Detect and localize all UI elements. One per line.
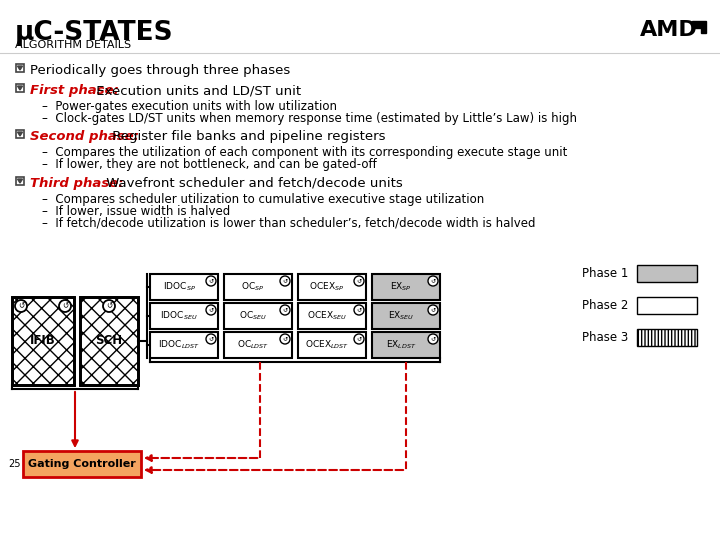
Text: –  Power-gates execution units with low utilization: – Power-gates execution units with low u… <box>42 100 337 113</box>
Text: OC$_{LDST}$: OC$_{LDST}$ <box>237 339 269 351</box>
Bar <box>150 303 218 329</box>
Text: Execution units and LD/ST unit: Execution units and LD/ST unit <box>92 84 301 97</box>
Bar <box>16 130 24 138</box>
Text: OCEX$_{SP}$: OCEX$_{SP}$ <box>310 281 345 293</box>
Bar <box>298 274 366 300</box>
Polygon shape <box>17 86 22 90</box>
Text: –  Compares scheduler utilization to cumulative executive stage utilization: – Compares scheduler utilization to cumu… <box>42 193 485 206</box>
Text: –  If lower, they are not bottleneck, and can be gated-off: – If lower, they are not bottleneck, and… <box>42 158 377 171</box>
Text: EX$_{SEU}$: EX$_{SEU}$ <box>388 310 414 322</box>
Text: EX$_{SP}$: EX$_{SP}$ <box>390 281 412 293</box>
Circle shape <box>206 334 216 344</box>
Text: OC$_{SEU}$: OC$_{SEU}$ <box>239 310 267 322</box>
Circle shape <box>206 276 216 286</box>
Text: Phase 2: Phase 2 <box>582 299 629 312</box>
Text: ↺: ↺ <box>431 278 436 283</box>
Circle shape <box>354 305 364 315</box>
Text: ↺: ↺ <box>208 336 214 341</box>
Bar <box>224 274 292 300</box>
Bar <box>12 297 74 385</box>
Text: ↺: ↺ <box>356 336 361 341</box>
Text: ↺: ↺ <box>62 301 68 310</box>
Circle shape <box>280 305 290 315</box>
Text: IDOC$_{LDST}$: IDOC$_{LDST}$ <box>158 339 200 351</box>
Text: ↺: ↺ <box>18 301 24 310</box>
Text: ↺: ↺ <box>282 307 287 312</box>
Bar <box>224 303 292 329</box>
Bar <box>372 332 440 358</box>
Text: ↺: ↺ <box>356 278 361 283</box>
Circle shape <box>59 300 71 312</box>
Circle shape <box>428 276 438 286</box>
Text: Phase 3: Phase 3 <box>582 331 629 344</box>
Text: –  If fetch/decode utilization is lower than scheduler’s, fetch/decode width is : – If fetch/decode utilization is lower t… <box>42 217 536 230</box>
Bar <box>637 329 697 346</box>
Circle shape <box>428 334 438 344</box>
Polygon shape <box>692 21 706 33</box>
Text: –  Compares the utilization of each component with its corresponding execute sta: – Compares the utilization of each compo… <box>42 146 567 159</box>
Text: ↺: ↺ <box>431 336 436 341</box>
Text: –  Clock-gates LD/ST units when memory response time (estimated by Little’s Law): – Clock-gates LD/ST units when memory re… <box>42 112 577 125</box>
Bar <box>150 274 218 300</box>
Text: μC-STATES: μC-STATES <box>15 20 174 46</box>
Text: OCEX$_{SEU}$: OCEX$_{SEU}$ <box>307 310 347 322</box>
Polygon shape <box>17 132 22 136</box>
Bar <box>16 177 24 185</box>
Text: Periodically goes through three phases: Periodically goes through three phases <box>30 64 290 77</box>
Circle shape <box>206 305 216 315</box>
Text: ↺: ↺ <box>356 307 361 312</box>
Text: ↺: ↺ <box>208 307 214 312</box>
Text: ↺: ↺ <box>208 278 214 283</box>
Bar <box>12 297 74 385</box>
Text: ↺: ↺ <box>282 336 287 341</box>
Text: First phase:: First phase: <box>30 84 119 97</box>
Text: IFIB: IFIB <box>30 334 56 348</box>
Text: Wavefront scheduler and fetch/decode units: Wavefront scheduler and fetch/decode uni… <box>102 177 402 190</box>
Text: ↺: ↺ <box>431 307 436 312</box>
Text: Register file banks and pipeline registers: Register file banks and pipeline registe… <box>108 130 385 143</box>
Text: Gating Controller: Gating Controller <box>28 459 136 469</box>
Text: SCH: SCH <box>96 334 122 348</box>
Text: ALGORITHM DETAILS: ALGORITHM DETAILS <box>15 40 131 50</box>
Bar <box>80 297 138 385</box>
Bar <box>637 297 697 314</box>
Text: Third phase:: Third phase: <box>30 177 124 190</box>
Bar <box>372 303 440 329</box>
Polygon shape <box>17 66 22 70</box>
Text: OCEX$_{LDST}$: OCEX$_{LDST}$ <box>305 339 349 351</box>
Bar <box>224 332 292 358</box>
Circle shape <box>354 334 364 344</box>
Circle shape <box>354 276 364 286</box>
Polygon shape <box>17 179 22 183</box>
Bar <box>372 274 440 300</box>
Circle shape <box>280 334 290 344</box>
Bar <box>298 303 366 329</box>
Text: EX$_{LDST}$: EX$_{LDST}$ <box>386 339 416 351</box>
Bar <box>23 451 141 477</box>
Text: Second phase:: Second phase: <box>30 130 139 143</box>
Circle shape <box>103 300 115 312</box>
Bar <box>16 84 24 92</box>
Text: ↺: ↺ <box>106 301 112 310</box>
Circle shape <box>280 276 290 286</box>
Bar <box>16 64 24 72</box>
Circle shape <box>428 305 438 315</box>
Text: IDOC$_{SP}$: IDOC$_{SP}$ <box>163 281 195 293</box>
Bar <box>637 265 697 282</box>
Bar <box>150 332 218 358</box>
Text: –  If lower, issue width is halved: – If lower, issue width is halved <box>42 205 230 218</box>
Text: Phase 1: Phase 1 <box>582 267 629 280</box>
Text: OC$_{SP}$: OC$_{SP}$ <box>241 281 265 293</box>
Text: 25: 25 <box>8 459 20 469</box>
Text: ↺: ↺ <box>282 278 287 283</box>
Text: AMD: AMD <box>640 20 698 40</box>
Text: IDOC$_{SEU}$: IDOC$_{SEU}$ <box>161 310 198 322</box>
Bar <box>298 332 366 358</box>
Bar <box>80 297 138 385</box>
Circle shape <box>15 300 27 312</box>
